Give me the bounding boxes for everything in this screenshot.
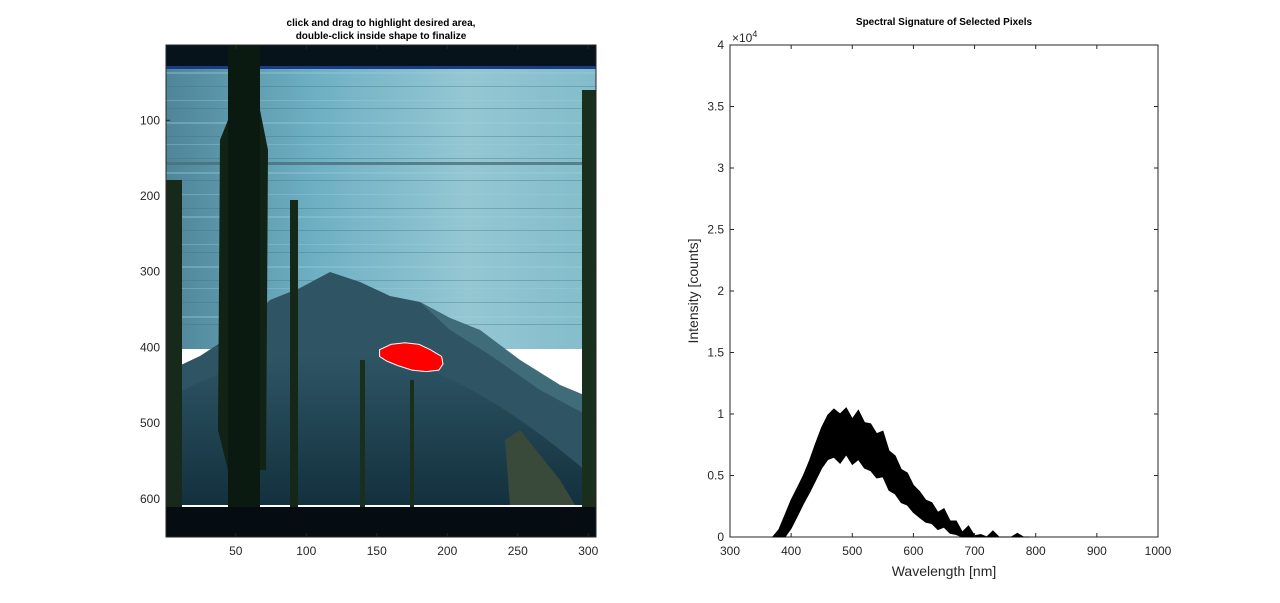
image-x-tick-label: 250 [508,544,528,558]
tree-thin-3 [410,380,414,507]
scan-line [166,108,596,109]
scan-line [166,230,596,231]
image-x-tick-label: 50 [229,544,243,558]
scan-line [166,158,596,159]
shore-right [505,430,575,505]
scan-line [166,244,596,245]
spectrum-x-tick-label: 600 [903,544,923,558]
scan-line [166,288,596,289]
spectrum-y-ticks: 0 0.5 1 1.5 2 2.5 3 3.5 4 [707,38,1158,544]
spectrum-y-tick-label: 3.5 [707,100,724,114]
scan-line [166,280,596,281]
scan-line [166,216,596,218]
image-y-tick-label: 300 [140,265,160,279]
image-x-ticks: 50 100 150 200 250 300 [229,45,599,558]
scan-line [166,162,596,165]
spectrum-x-tick-label: 400 [781,544,801,558]
x-axis-label: Wavelength [nm] [892,563,997,579]
image-y-tick-label: 400 [140,340,160,354]
scan-line [166,144,596,145]
spectrum-y-tick-label: 2 [717,284,724,298]
image-x-tick-label: 300 [578,544,598,558]
spectrum-x-ticks: 300 400 500 600 700 800 900 1000 [720,45,1172,558]
spectrum-y-tick-label: 2.5 [707,223,724,237]
image-y-tick-label: 100 [140,113,160,127]
spectrum-axes-box [729,44,1159,538]
scan-line [166,122,596,124]
spectrum-band [771,407,1030,538]
scan-line [166,136,596,137]
image-axes-box [165,44,597,538]
spectrum-y-tick-label: 0.5 [707,469,724,483]
y-axis-label: Intensity [counts] [685,238,701,343]
tree-far-left [166,180,182,507]
roi-selection-polygon[interactable] [379,342,444,373]
spectrum-y-tick-label: 3 [717,161,724,175]
blue-edge-line [166,66,596,69]
spectrum-x-tick-label: 900 [1087,544,1107,558]
tree-left-big-foliage [218,110,268,470]
image-title-line2: double-click inside shape to finalize [296,31,467,42]
spectrum-x-tick-label: 300 [720,544,740,558]
scan-line [166,86,596,87]
tree-thin-1 [290,200,298,507]
scan-line [166,100,596,101]
scan-line [166,172,596,174]
spectrum-x-tick-label: 500 [842,544,862,558]
image-top-border [166,45,596,68]
spectrum-y-tick-label: 1.5 [707,346,724,360]
y-exponent-label: ×104 [732,29,757,45]
scan-line [166,72,596,74]
spectrum-x-tick-label: 800 [1026,544,1046,558]
image-y-tick-label: 200 [140,189,160,203]
scan-line [166,266,596,268]
scan-line [166,208,596,209]
scan-line [166,252,596,253]
image-axes[interactable]: click and drag to highlight desired area… [140,18,599,558]
image-y-tick-label: 500 [140,416,160,430]
image-x-tick-label: 200 [437,544,457,558]
spectrum-title: Spectral Signature of Selected Pixels [856,17,1033,28]
tree-left-big [228,45,260,507]
spectrum-axes[interactable]: Spectral Signature of Selected Pixels 30… [685,17,1172,579]
spectrum-x-tick-label: 700 [965,544,985,558]
hyperspectral-image[interactable] [166,45,596,537]
lake [166,352,596,505]
image-y-ticks: 100 200 300 400 500 600 [140,113,596,506]
image-x-tick-label: 150 [367,544,387,558]
spectrum-y-tick-label: 0 [717,530,724,544]
spectrum-y-tick-label: 1 [717,407,724,421]
scan-line [166,180,596,181]
image-bottom-border [166,507,596,537]
image-title-line1: click and drag to highlight desired area… [287,18,476,29]
image-x-tick-label: 100 [296,544,316,558]
spectrum-x-tick-label: 1000 [1145,544,1172,558]
image-y-tick-label: 600 [140,492,160,506]
tree-thin-2 [360,360,365,507]
spectrum-y-tick-label: 4 [717,38,724,52]
scan-line [166,194,596,195]
mountain-highlight [420,302,596,420]
tree-right [582,90,596,507]
